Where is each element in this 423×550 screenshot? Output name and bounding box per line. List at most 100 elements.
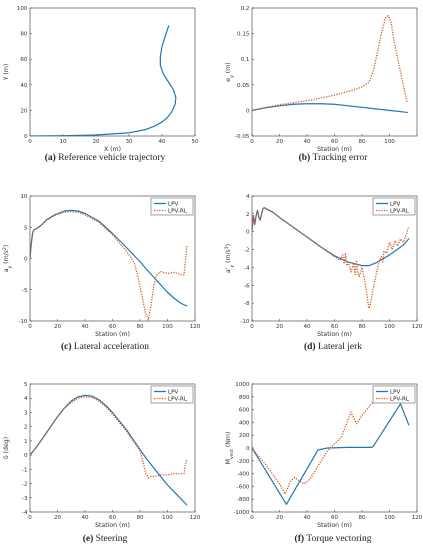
x-tick-label: 100 [162,515,173,521]
plot-frame [29,7,196,137]
x-tick-label: 0 [28,139,32,145]
x-tick-label: 30 [125,139,133,145]
y-tick-label: 3 [24,410,28,416]
chart-e: 0 20 40 60 80 100 120 -4 -3 -2 -1 0 1 2 3 4 5 Station (m)… [3,382,201,544]
x-tick-label: 20 [276,324,284,330]
y-tick-label: 5 [24,382,28,388]
y-tick-label: 200 [239,433,250,439]
y-axis-label: Mvect (Nm) [225,432,235,465]
y-axis-label: ey (m) [225,62,235,81]
series-line-a-0 [30,25,177,136]
y-tick-label: 0 [246,446,250,452]
x-tick-label: 100 [162,324,173,330]
y-tick-label: 0.2 [241,6,250,12]
y-axis-label: δ (deg) [3,437,10,459]
x-tick-label: 40 [81,515,89,521]
x-tick-label: 120 [190,515,201,521]
y-tick-label: 2 [246,212,250,218]
y-tick-label: 100 [17,6,28,12]
y-tick-label: -10 [240,319,250,325]
x-axis-label: Station (m) [95,522,130,529]
y-tick-label: 0 [24,134,28,140]
y-tick-label: 600 [239,408,250,414]
x-tick-label: 40 [303,515,311,521]
y-tick-label: -3 [22,496,28,502]
caption-label: (a) [45,152,58,163]
y-tick-label: -600 [237,484,250,490]
y-tick-label: 0.05 [237,83,250,89]
legend-entry: LPV-RL [390,397,410,403]
y-tick-label: 10 [20,194,28,200]
legend-entry: LPV [390,390,400,396]
y-tick-label: 0.15 [237,32,250,38]
y-tick-label: 400 [239,420,250,426]
x-tick-label: 100 [384,515,395,521]
series-line-lpv [252,403,410,505]
plot-frame [251,7,418,137]
caption-label: (f) [295,533,307,544]
subfigure-caption: (f) Torque vectoring [295,533,372,544]
x-tick-label: 0 [28,324,32,330]
y-tick-label: -4 [22,510,28,516]
y-tick-label: 0.1 [241,57,250,63]
y-axis-label: a'y (m/s3) [224,244,235,273]
x-tick-label: 80 [358,515,366,521]
subfigure-caption: (d) Lateral jerk [304,341,362,352]
y-tick-label: 0 [24,453,28,459]
y-tick-label: 1000 [235,382,250,388]
y-tick-label: 800 [239,395,250,401]
legend-entry: LPV-RL [168,397,188,403]
series-line-b-0 [252,103,408,114]
series-line-lpv [252,207,410,267]
x-tick-label: 100 [384,139,395,145]
plot-frame [29,195,196,322]
y-tick-label: -4 [244,265,250,271]
x-tick-label: 0 [28,515,32,521]
series-line-lpv-rl [30,210,188,321]
legend-entry: LPV [168,202,178,208]
x-tick-label: 20 [54,324,62,330]
caption-label: (c) [61,341,74,352]
x-tick-label: 40 [303,139,311,145]
y-tick-label: 1 [24,439,28,445]
x-tick-label: 0 [250,324,254,330]
x-tick-label: 120 [412,515,423,521]
legend-box [372,197,416,216]
legend-entry: LPV-RL [390,209,410,215]
x-tick-label: 120 [412,324,423,330]
x-axis-label: Station (m) [95,331,130,338]
y-tick-label: 20 [20,108,28,114]
y-tick-label: 0 [246,108,250,114]
y-tick-label: -2 [22,482,28,488]
x-tick-label: 100 [384,324,395,330]
x-axis-label: Station (m) [317,146,352,153]
series-line-b-1 [252,15,409,112]
y-tick-label: -1000 [233,510,250,516]
y-tick-label: -400 [237,472,250,478]
chart-a: 0 10 20 30 40 50 0 20 40 60 80 100 X (m) Y (m) (a) Ref… [3,6,199,163]
x-tick-label: 40 [81,324,89,330]
legend-box [150,385,194,404]
y-tick-label: 60 [20,57,28,63]
x-tick-label: 0 [250,515,254,521]
x-tick-label: 80 [136,515,144,521]
caption-label: (d) [304,341,318,352]
caption-text: Lateral acceleration [74,342,149,352]
legend-entry: LPV [390,202,400,208]
x-tick-label: 20 [276,515,284,521]
x-tick-label: 60 [331,515,339,521]
plot-frame [29,383,196,513]
legend-box [372,385,416,404]
x-tick-label: 20 [54,515,62,521]
y-axis-label: Y (m) [3,64,10,82]
x-axis-label: X (m) [104,146,121,153]
x-tick-label: 60 [331,139,339,145]
y-tick-label: 2 [24,425,28,431]
caption-text: Tracking error [313,153,369,163]
chart-b: 0 20 40 60 80 100-0.0500.050.10.150.2Station … [225,6,418,163]
y-tick-label: 4 [24,396,28,402]
x-tick-label: 20 [276,139,284,145]
